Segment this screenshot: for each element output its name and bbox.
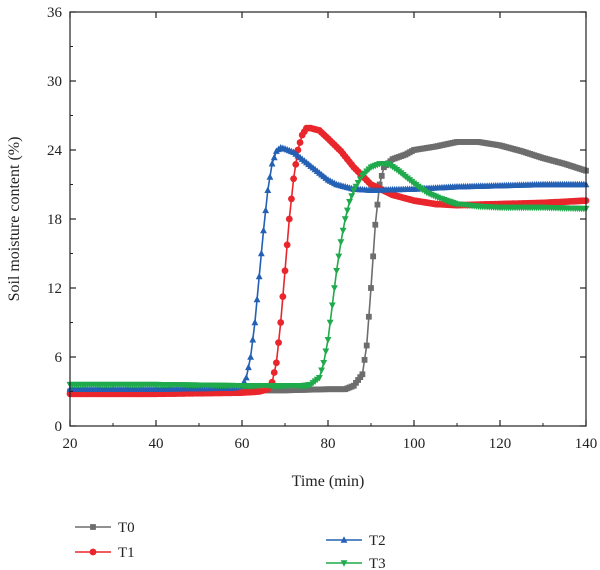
data-point [275,339,282,347]
data-point [320,360,328,367]
data-point [316,374,323,382]
data-point [374,201,381,208]
data-point [370,253,377,260]
y-tick-label: 30 [47,74,62,90]
y-tick-label: 24 [47,143,63,159]
data-point [296,139,304,146]
data-point [255,272,263,280]
data-point [251,318,259,326]
plot-frame [69,11,587,427]
plot-area [66,124,590,398]
data-point [363,342,370,349]
y-axis-title: Soil moisture content (%) [6,137,23,302]
data-point [333,268,340,275]
data-point [368,285,374,291]
data-point [328,302,336,309]
data-point [376,181,383,188]
data-point [268,160,276,167]
data-point [277,319,285,326]
x-tick-label: 40 [149,436,164,452]
y-tick-label: 0 [55,419,63,435]
y-tick-label: 6 [55,350,63,366]
series-T2 [66,143,590,392]
data-point [264,186,272,193]
legend-marker [89,548,97,556]
data-point [326,319,334,327]
data-point [348,193,356,200]
legend-marker [90,524,96,530]
x-tick-label: 60 [235,436,250,452]
axes: 20 40 60 80 100 120 140 0 6 12 18 24 30 36 [47,5,597,452]
y-tick-label: 36 [47,5,63,21]
data-point [242,373,250,381]
data-point [343,207,351,215]
data-point [365,313,372,320]
data-point [324,337,332,344]
data-point [331,285,338,292]
data-point [322,348,330,355]
data-point [270,369,278,376]
legend-item-T2: T2 [326,533,386,549]
y-tick-label: 12 [47,281,62,297]
data-point [266,173,274,180]
x-tick-label: 140 [575,436,598,452]
data-point [372,221,379,228]
data-point [335,253,343,261]
data-point [341,216,349,223]
data-point [247,353,254,360]
data-point [253,295,261,303]
series-line [70,127,587,395]
data-point [378,172,385,179]
x-tick-label: 20 [63,436,78,452]
data-point [339,227,347,235]
legend-label: T3 [369,556,386,570]
data-point [346,199,353,206]
x-tick-label: 80 [321,436,336,452]
data-point [281,267,289,275]
data-point [273,359,280,367]
data-point [270,153,278,161]
legend-item-T1: T1 [75,545,135,561]
legend-label: T2 [369,533,386,549]
x-tick-label: 120 [489,436,512,452]
data-point [240,377,248,385]
data-point [318,367,325,374]
data-point [359,371,366,378]
data-point [285,215,293,223]
data-point [249,336,257,343]
data-point [245,363,252,371]
legend-item-T3: T3 [326,556,386,570]
data-point [260,226,267,234]
series-line [70,163,587,387]
data-point [292,160,300,168]
series-T3 [66,161,590,390]
legend-label: T1 [118,545,135,561]
data-point [337,239,345,246]
legend-marker [340,536,348,543]
data-point [288,195,295,203]
series-T1 [66,124,590,398]
legend: T0 T1 T2 T3 [75,520,386,570]
legend-marker [340,560,348,567]
legend-label: T0 [118,520,135,536]
data-point [361,356,368,363]
data-point [257,249,265,257]
data-point [290,175,297,183]
legend-item-T0: T0 [75,520,135,536]
x-axis-title: Time (min) [292,473,365,490]
x-tick-label: 100 [403,436,426,452]
data-point [279,293,287,301]
data-point [262,206,270,214]
y-tick-label: 18 [47,212,62,228]
data-point [283,241,291,249]
